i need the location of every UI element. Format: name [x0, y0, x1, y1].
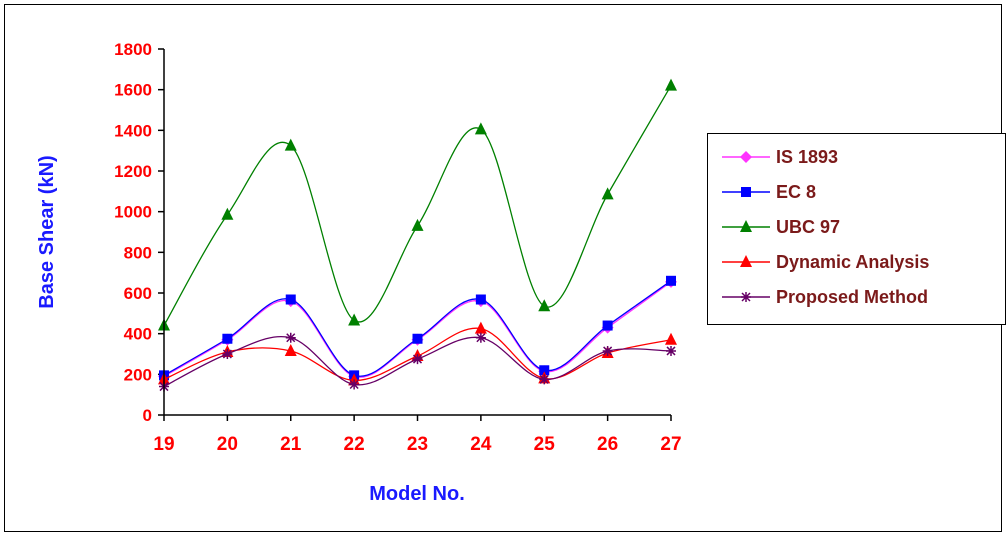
y-tick-label: 800: [124, 243, 152, 262]
legend-item: EC 8: [720, 179, 816, 205]
data-point: [349, 379, 360, 390]
data-point: [475, 332, 486, 343]
x-tick-label: 27: [660, 434, 681, 455]
x-tick-label: 19: [153, 434, 174, 455]
y-tick-label: 1200: [114, 162, 152, 181]
legend-label: UBC 97: [776, 216, 841, 237]
data-point: [222, 349, 233, 359]
data-point: [412, 354, 423, 365]
data-point: [348, 313, 361, 326]
data-point: [222, 333, 233, 344]
legend-item: Proposed Method: [720, 284, 928, 310]
y-axis-ticks: 0 200 400 600 800 1000 1200 1400 1600 1800: [114, 40, 164, 425]
x-tick-label: 22: [344, 434, 365, 455]
x-tick-label: 26: [597, 434, 618, 455]
data-point: [412, 333, 423, 344]
data-point: [411, 218, 424, 231]
y-tick-label: 600: [124, 284, 152, 303]
series-ec-8: [159, 275, 676, 381]
legend-swatch: [722, 255, 770, 267]
data-point: [666, 275, 676, 286]
series-ubc-97: [158, 78, 677, 331]
data-point: [475, 294, 486, 305]
y-axis-title: Base Shear (kN): [36, 155, 58, 308]
legend-swatch: [722, 220, 770, 232]
legend-label: Dynamic Analysis: [776, 251, 930, 272]
x-tick-label: 21: [280, 434, 302, 455]
x-tick-label: 24: [470, 434, 492, 455]
legend-item: IS 1893: [720, 144, 838, 170]
series-is-1893: [158, 275, 677, 383]
data-point: [666, 345, 676, 356]
data-point: [285, 332, 296, 343]
y-tick-label: 400: [124, 325, 152, 344]
legend-label: EC 8: [776, 181, 817, 202]
data-point: [539, 365, 550, 376]
legend-label: IS 1893: [776, 146, 839, 167]
data-point: [602, 320, 613, 331]
x-axis-ticks: 19 20 21 22 23 24 25 26 27: [153, 415, 682, 455]
x-axis-title: Model No.: [369, 483, 465, 505]
legend-swatch: [722, 292, 770, 302]
legend-item: UBC 97: [720, 214, 840, 240]
data-point: [665, 78, 677, 91]
data-point: [601, 187, 614, 200]
data-point: [602, 345, 613, 356]
y-tick-label: 1400: [114, 121, 152, 140]
y-tick-label: 1000: [114, 203, 152, 222]
data-point: [221, 207, 234, 220]
data-point: [539, 374, 550, 385]
x-tick-label: 20: [217, 434, 238, 455]
y-tick-label: 1600: [114, 81, 152, 100]
y-tick-label: 200: [124, 365, 152, 384]
x-tick-label: 25: [534, 434, 556, 455]
x-tick-label: 23: [407, 434, 428, 455]
series-layer: [158, 78, 677, 392]
data-point: [474, 122, 487, 135]
data-point: [474, 321, 487, 334]
legend: IS 1893 EC 8 UBC 97 Dynamic Analysis Propose…: [707, 133, 1006, 325]
data-point: [284, 343, 297, 356]
legend-swatch: [722, 187, 770, 197]
data-point: [538, 299, 551, 312]
data-point: [285, 294, 296, 305]
y-tick-label: 1800: [114, 40, 152, 59]
data-point: [284, 138, 297, 151]
legend-item: Dynamic Analysis: [720, 249, 929, 275]
y-tick-label: 0: [143, 406, 152, 425]
series-line: [163, 85, 672, 326]
data-point: [665, 332, 677, 345]
legend-label: Proposed Method: [776, 286, 928, 307]
legend-swatch: [722, 151, 770, 163]
